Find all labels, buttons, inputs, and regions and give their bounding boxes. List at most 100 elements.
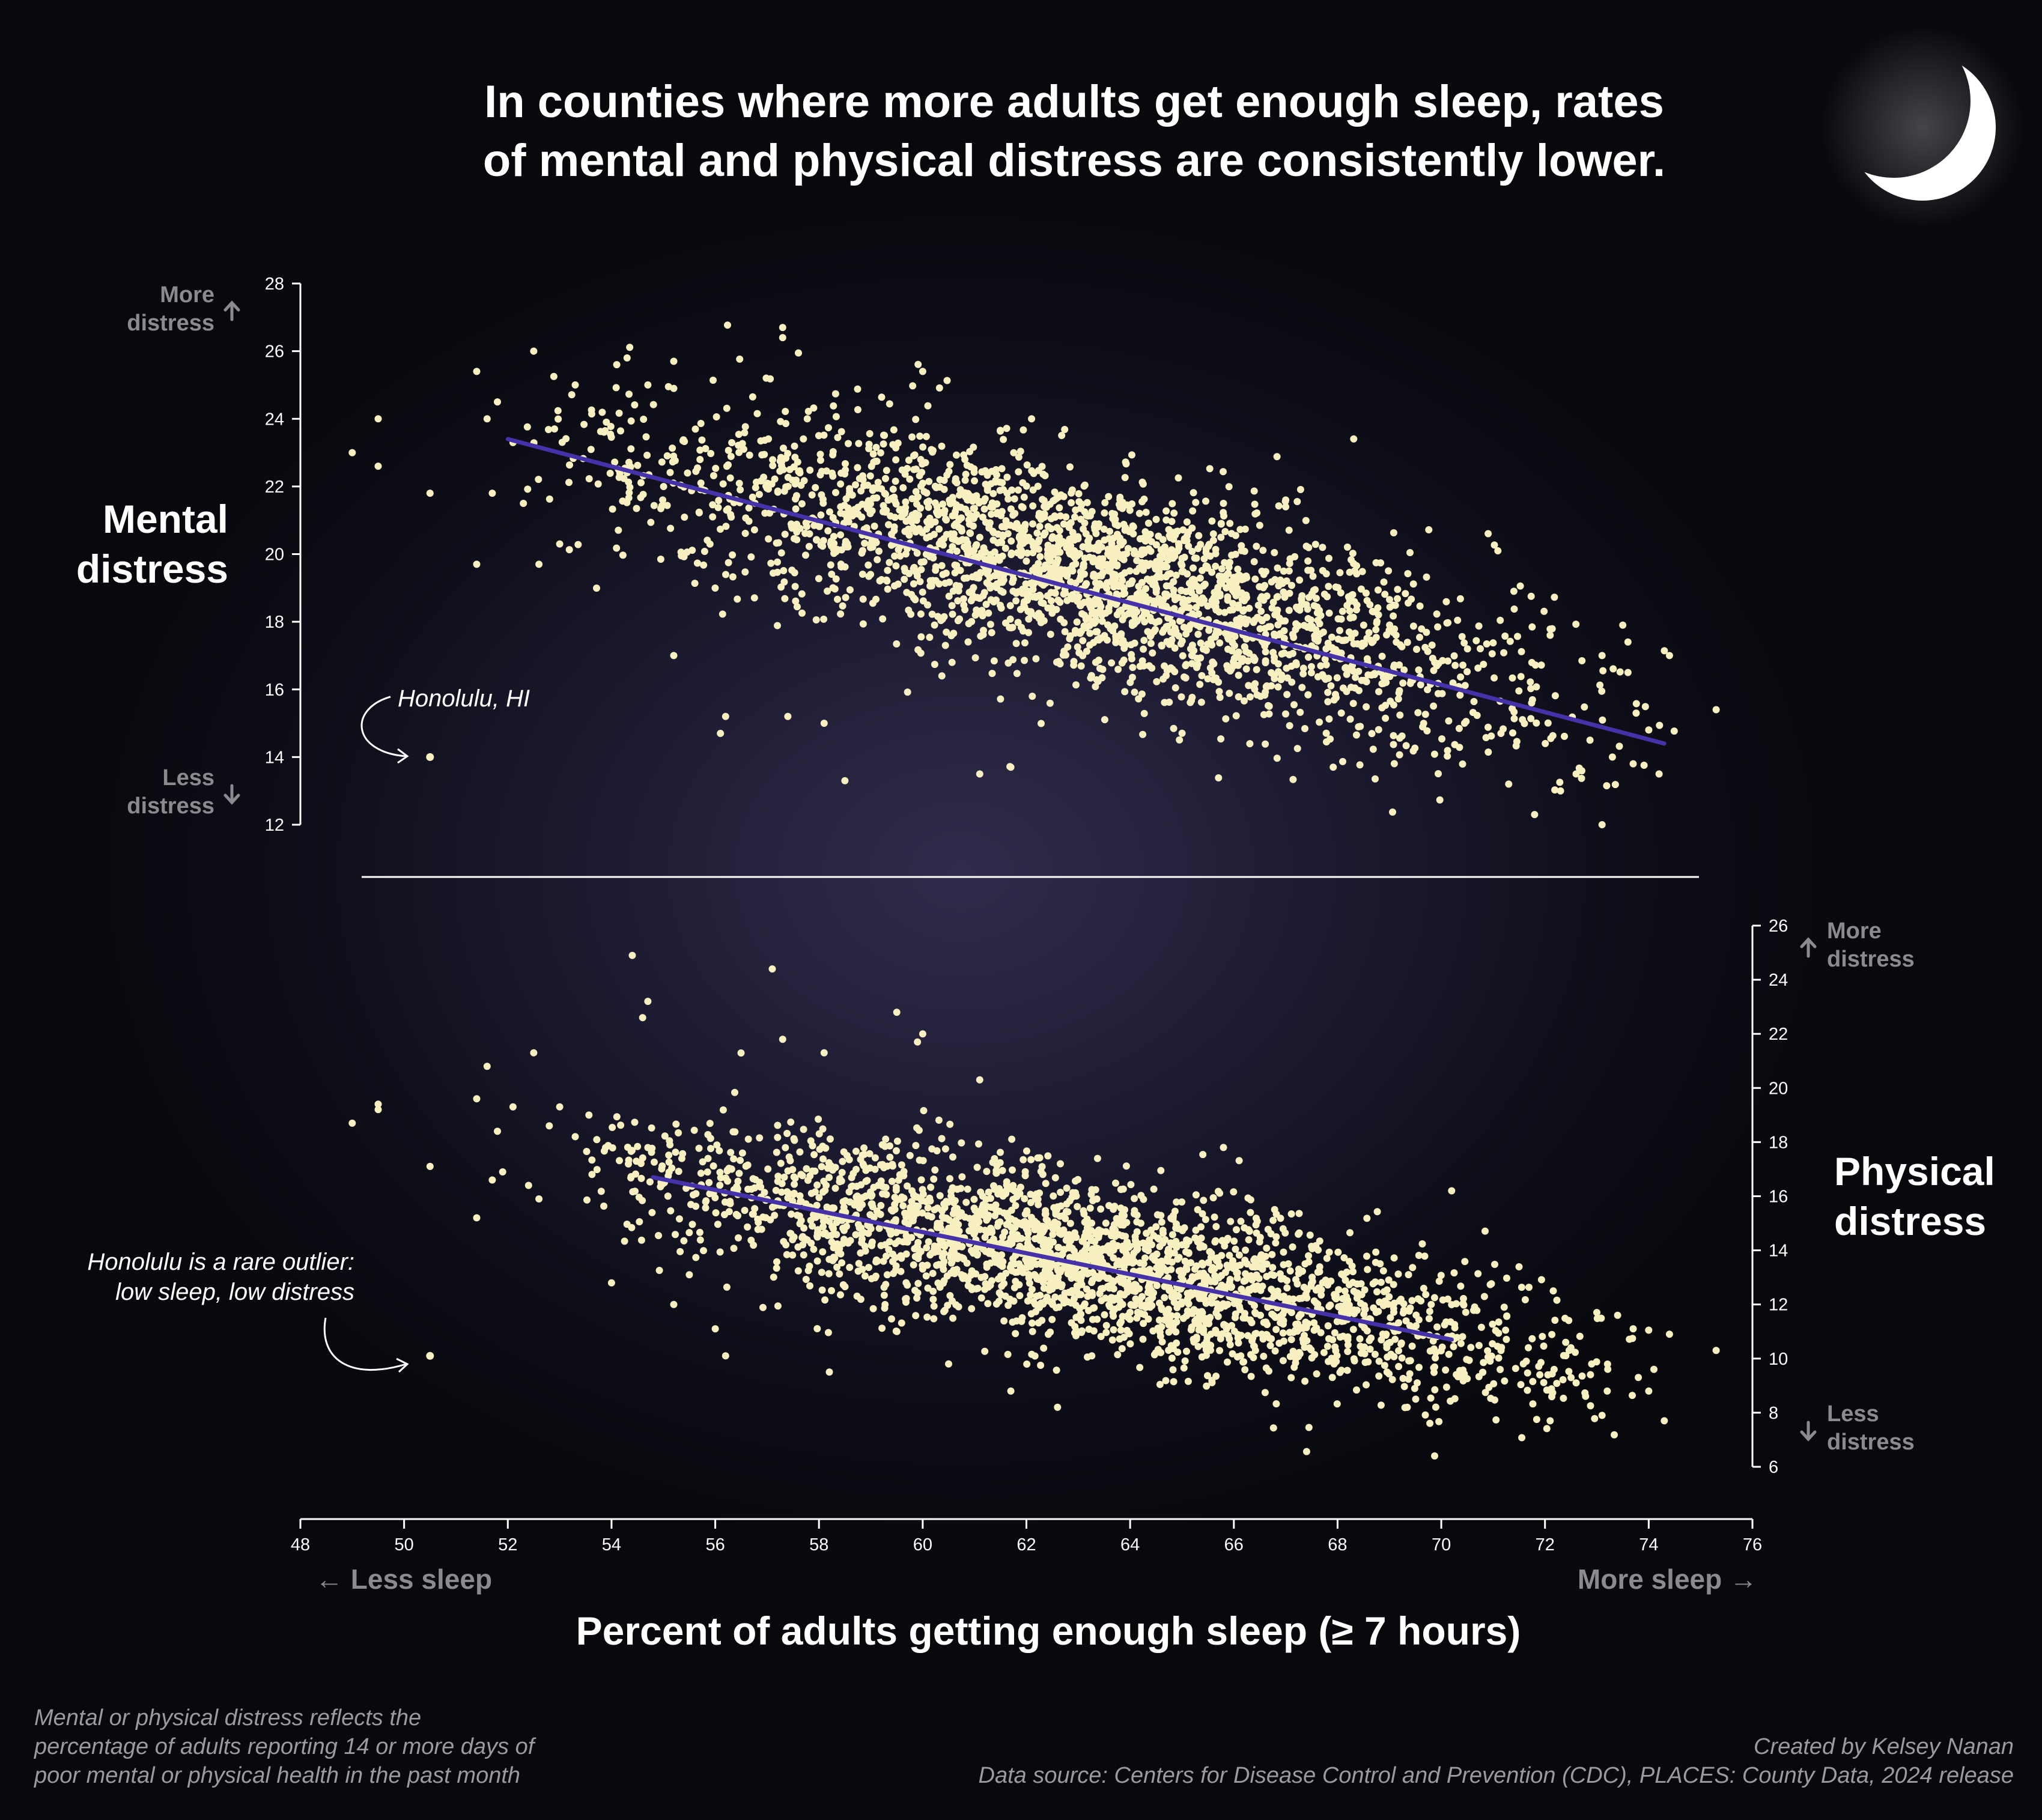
data-point xyxy=(1587,1371,1594,1379)
data-point xyxy=(1136,1259,1144,1267)
data-point xyxy=(1047,1328,1054,1336)
data-point xyxy=(667,524,675,532)
data-point xyxy=(585,475,593,482)
data-point xyxy=(937,537,945,545)
data-point xyxy=(1154,1234,1162,1242)
data-point xyxy=(1521,1296,1529,1303)
data-point xyxy=(778,1188,785,1196)
data-point xyxy=(890,426,898,434)
data-point xyxy=(1033,529,1041,537)
data-point xyxy=(756,1134,764,1142)
data-point xyxy=(1032,655,1040,663)
data-point xyxy=(981,1227,989,1234)
data-point xyxy=(1405,1376,1412,1383)
data-point xyxy=(1218,565,1226,572)
data-point xyxy=(1228,1321,1236,1329)
data-point xyxy=(1117,1326,1125,1334)
data-point xyxy=(1037,593,1045,601)
data-point xyxy=(1049,533,1057,541)
data-point xyxy=(1308,1354,1316,1362)
data-point xyxy=(881,1300,889,1308)
data-point xyxy=(916,578,924,586)
data-point xyxy=(793,603,801,611)
data-point xyxy=(1024,1297,1032,1305)
data-point xyxy=(1193,604,1200,611)
data-point xyxy=(685,1271,693,1279)
outlier-point xyxy=(483,415,491,423)
data-point xyxy=(1409,580,1417,588)
data-point xyxy=(1286,1329,1293,1336)
data-point xyxy=(772,1186,780,1194)
data-point xyxy=(1283,691,1291,699)
data-point xyxy=(777,583,785,591)
data-point xyxy=(1012,640,1020,648)
data-point xyxy=(905,457,913,464)
data-point xyxy=(1412,1395,1420,1403)
data-point xyxy=(1304,1320,1312,1327)
data-point xyxy=(983,485,991,493)
data-point xyxy=(609,505,616,513)
data-point xyxy=(1119,538,1127,546)
data-point xyxy=(1194,1206,1202,1213)
data-point xyxy=(710,472,717,479)
data-point xyxy=(1308,642,1316,650)
data-point xyxy=(1009,1166,1016,1174)
data-point xyxy=(1088,508,1096,515)
data-point xyxy=(1645,1326,1653,1334)
data-point xyxy=(875,547,883,555)
data-point xyxy=(1543,1425,1551,1433)
data-point xyxy=(704,1154,712,1162)
data-point xyxy=(658,458,666,466)
data-point xyxy=(1346,568,1354,576)
data-point xyxy=(1434,623,1442,631)
data-point xyxy=(1112,601,1120,608)
data-point xyxy=(1138,690,1146,698)
data-point xyxy=(1509,729,1516,737)
data-point xyxy=(967,463,974,471)
data-point xyxy=(637,1174,645,1182)
data-point xyxy=(1251,1302,1258,1309)
data-point xyxy=(1358,568,1366,575)
data-point xyxy=(1039,581,1047,589)
data-point xyxy=(912,1312,920,1320)
data-point xyxy=(1125,580,1133,587)
physical-less-distress: Less distress xyxy=(1800,1401,1915,1455)
data-point xyxy=(990,529,997,536)
data-point xyxy=(1191,554,1199,562)
data-point xyxy=(1029,502,1037,510)
data-point xyxy=(1171,684,1179,692)
data-point xyxy=(1285,607,1293,614)
data-point xyxy=(1087,1191,1095,1198)
data-point xyxy=(1174,1348,1182,1356)
data-point xyxy=(1323,1254,1331,1262)
data-point xyxy=(782,1241,790,1249)
data-point xyxy=(1196,623,1204,631)
data-point xyxy=(1117,571,1125,579)
data-point xyxy=(1077,602,1084,610)
data-point xyxy=(1435,1278,1443,1285)
data-point xyxy=(1363,1252,1370,1260)
data-point xyxy=(1494,547,1502,554)
data-point xyxy=(1004,1302,1012,1309)
data-point xyxy=(1286,560,1293,568)
data-point xyxy=(594,480,602,488)
data-point xyxy=(998,1166,1006,1174)
data-point xyxy=(1183,1347,1190,1355)
data-point xyxy=(953,1266,961,1273)
data-point xyxy=(1433,662,1441,670)
data-point xyxy=(1408,1297,1416,1305)
data-point xyxy=(1380,578,1388,586)
data-point xyxy=(931,518,939,526)
data-point xyxy=(774,1121,782,1129)
data-point xyxy=(1027,1156,1035,1163)
data-point xyxy=(1068,1319,1075,1327)
data-point xyxy=(1470,698,1478,705)
data-point xyxy=(1560,1351,1567,1359)
data-point xyxy=(854,385,861,393)
y-tick-label: 24 xyxy=(1769,971,1788,990)
data-point xyxy=(1385,1276,1393,1284)
data-point xyxy=(1325,583,1332,590)
data-point xyxy=(1203,1382,1211,1390)
data-point xyxy=(1403,639,1411,646)
data-point xyxy=(1323,738,1330,746)
